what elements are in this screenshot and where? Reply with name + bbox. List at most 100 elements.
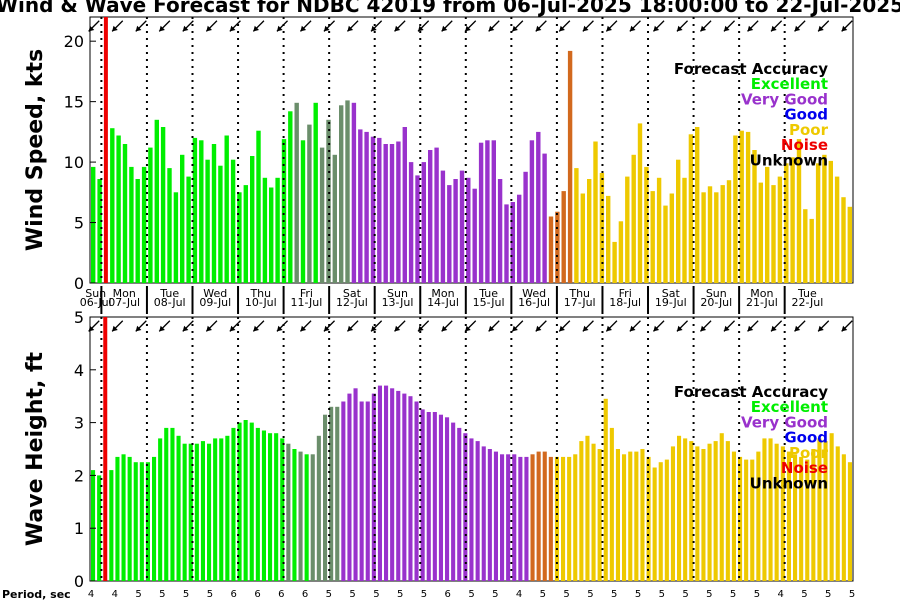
wind-bar — [91, 166, 96, 283]
wind-bar — [822, 154, 827, 283]
wave-bar — [200, 441, 205, 581]
wind-bar — [847, 206, 852, 283]
wave-bar — [213, 438, 218, 581]
day-label-dow: Fri — [300, 287, 313, 300]
wind-direction-arrow-icon — [558, 20, 571, 32]
wave-direction-arrow-icon — [346, 320, 359, 332]
wave-ytick-label: 3 — [74, 414, 84, 433]
wave-direction-arrow-icon — [723, 320, 736, 332]
day-label-date: 18-Jul — [609, 296, 641, 309]
wave-bar — [518, 456, 523, 581]
wind-bar — [491, 140, 496, 283]
wave-bar — [774, 443, 779, 581]
wind-direction-arrow-icon — [323, 20, 336, 32]
wave-bar — [573, 454, 578, 581]
wind-direction-arrow-icon — [723, 20, 736, 32]
wave-bar — [304, 454, 309, 581]
wind-bar — [116, 135, 121, 283]
wave-bar — [689, 441, 694, 581]
wave-bar — [829, 433, 834, 581]
wave-direction-arrow-icon — [323, 320, 336, 332]
wave-bar — [609, 427, 614, 581]
wave-direction-arrow-icon — [205, 320, 218, 332]
wave-ytick-label: 0 — [74, 572, 84, 591]
wave-bar — [207, 443, 212, 581]
wave-bar — [365, 401, 370, 581]
day-label-dow: Sat — [662, 287, 681, 300]
wind-bar — [300, 140, 306, 283]
wind-bar — [472, 188, 477, 283]
period-value: 5 — [326, 589, 332, 600]
wave-bar — [652, 467, 657, 581]
wave-direction-arrow-icon — [652, 320, 665, 332]
wind-direction-arrow-icon — [582, 20, 594, 32]
wave-bar — [310, 454, 315, 581]
wave-bar — [420, 409, 425, 581]
wave-bar — [640, 449, 645, 581]
wave-bar — [268, 433, 273, 581]
wind-bar — [186, 176, 191, 283]
wind-bar — [529, 140, 535, 283]
wave-bar — [139, 462, 144, 581]
wind-bar — [834, 176, 840, 283]
wave-bar — [255, 427, 260, 581]
wave-direction-arrow-icon — [605, 320, 618, 332]
wind-bar — [428, 150, 433, 283]
wind-bar — [97, 179, 102, 283]
wave-bar — [725, 441, 730, 581]
wind-bar — [294, 102, 299, 283]
wave-bar — [597, 449, 602, 581]
wave-bar — [371, 393, 376, 581]
wave-bar — [677, 435, 682, 581]
wind-bar — [319, 147, 325, 283]
wind-direction-arrow-icon — [135, 20, 147, 32]
wave-bar — [451, 422, 456, 581]
wind-bar — [230, 159, 236, 283]
wind-bar — [580, 193, 585, 283]
wind-bar — [237, 192, 242, 283]
wind-bar — [587, 179, 592, 283]
day-label-dow: Mon — [431, 287, 454, 300]
wave-bar — [152, 456, 157, 581]
wind-direction-arrow-icon — [394, 20, 406, 32]
wave-bar — [396, 390, 401, 581]
wind-bar — [548, 216, 554, 283]
wave-bar — [591, 443, 596, 581]
wave-bar — [347, 393, 352, 581]
wind-bar — [504, 204, 509, 283]
wave-bar — [481, 446, 486, 581]
wind-bar — [612, 241, 617, 283]
wave-bar — [469, 438, 474, 581]
wave-bar — [188, 443, 193, 581]
wave-bar — [622, 454, 627, 581]
wave-bar — [793, 454, 798, 581]
wave-bar — [170, 427, 175, 581]
period-value: 5 — [468, 589, 474, 600]
wave-bar — [91, 470, 96, 581]
wind-bar — [606, 195, 611, 283]
wind-bar — [688, 134, 694, 283]
wave-bar — [261, 430, 266, 581]
day-label-dow: Tue — [797, 287, 817, 300]
wave-bar — [402, 393, 407, 581]
wind-direction-arrow-icon — [817, 20, 830, 32]
wave-ytick-label: 1 — [74, 519, 84, 538]
wave-bar — [335, 406, 340, 581]
wave-bar — [408, 396, 413, 581]
wave-legend-entry: Poor — [789, 444, 829, 462]
period-value: 5 — [563, 589, 569, 600]
wave-bar — [835, 446, 840, 581]
wave-bar — [316, 435, 321, 581]
wave-legend-title: Forecast Accuracy — [674, 383, 828, 401]
wave-bar — [133, 462, 138, 581]
wind-bar — [364, 131, 369, 283]
wave-bar — [670, 446, 675, 581]
wave-direction-arrow-icon — [770, 320, 783, 332]
wave-bar — [579, 441, 584, 581]
wave-bar — [323, 414, 328, 581]
wave-legend-entry: Noise — [781, 459, 828, 477]
wave-bar — [585, 435, 590, 581]
wind-bar — [281, 139, 287, 283]
wave-direction-arrow-icon — [229, 320, 241, 332]
